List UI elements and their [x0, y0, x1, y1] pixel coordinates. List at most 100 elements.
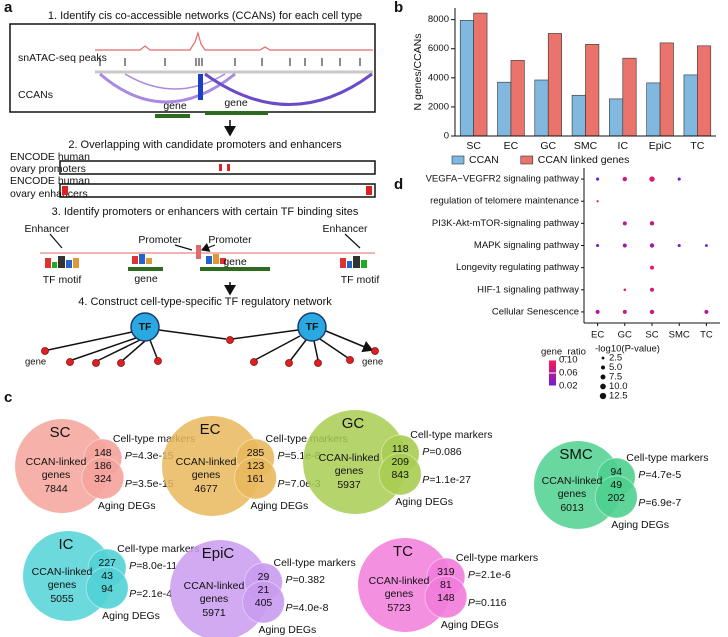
gene-label: gene — [224, 97, 248, 109]
gene-nodes — [41, 336, 379, 367]
size-label: 2.5 — [609, 353, 622, 364]
shared-count: 186 — [94, 460, 112, 472]
p-prefix: P= — [278, 450, 291, 462]
venn-title: EC — [200, 421, 221, 438]
venn-title: EpiC — [202, 545, 235, 562]
venn-title: SC — [50, 424, 71, 441]
track-label: ovary promoters — [10, 163, 86, 175]
size-key — [600, 365, 606, 370]
dot — [649, 243, 655, 248]
size-key — [601, 356, 605, 360]
shared-count: 123 — [247, 460, 265, 472]
dot — [622, 221, 627, 226]
gene-node — [92, 359, 100, 367]
markers-count: 118 — [392, 443, 409, 455]
size-label: 5.0 — [609, 362, 622, 373]
promoter-marker — [198, 74, 203, 100]
promoter-mark — [227, 164, 230, 171]
dot — [704, 244, 708, 247]
gene-node — [154, 357, 162, 365]
venn-total: 5937 — [337, 479, 361, 491]
tf-node — [130, 312, 160, 342]
gene-node — [226, 336, 234, 344]
size-key — [600, 374, 606, 380]
row-label: HIF-1 signaling pathway — [477, 284, 579, 295]
gene-node — [41, 347, 49, 355]
markers-label: Cell-type markers — [626, 452, 708, 464]
size-key — [599, 392, 607, 400]
degs-circle — [242, 580, 285, 624]
logo-letter — [52, 262, 57, 268]
dot — [649, 221, 655, 226]
logo-letter — [45, 258, 51, 268]
x-tick-label: IC — [618, 140, 629, 152]
logo-letter — [132, 256, 138, 264]
p-value: P=0.086 — [422, 446, 462, 458]
dot — [595, 309, 600, 314]
p-number: 0.086 — [435, 446, 461, 458]
legend-swatch — [451, 155, 465, 165]
p-value: P=4.7e-5 — [638, 469, 681, 481]
element-label: Enhancer — [323, 223, 368, 235]
degs-count: 161 — [247, 473, 265, 485]
venn-label: CCAN-linked — [32, 566, 93, 578]
bar — [547, 33, 562, 137]
p-value: P=8.0e-11 — [129, 560, 177, 572]
gene-label: gene — [134, 273, 158, 285]
y-tick-label: 4000 — [428, 72, 449, 83]
shared-count: 21 — [258, 584, 270, 596]
p-value: P=0.116 — [468, 597, 507, 609]
x-tick-label: GC — [618, 330, 632, 341]
row-label: MAPK signaling pathway — [474, 240, 579, 251]
dot — [704, 309, 709, 314]
p-value: P=2.1e-6 — [468, 569, 511, 581]
degs-label: Aging DEGs — [395, 496, 453, 508]
panel-letter: b — [394, 0, 403, 16]
bar — [683, 74, 698, 137]
degs-circle — [424, 575, 468, 619]
dot — [596, 243, 600, 248]
x-tick-label: SMC — [669, 330, 690, 341]
motif-label: TF motif — [341, 274, 380, 286]
p-value: P=4.0e-8 — [286, 602, 329, 614]
size-label: 7.5 — [609, 372, 622, 383]
gene-node — [66, 358, 74, 366]
degs-circle — [378, 452, 422, 496]
gene-label: gene — [163, 100, 187, 112]
panel-letter: a — [4, 0, 13, 16]
markers-count: 319 — [437, 566, 455, 578]
panel-letter: c — [4, 389, 12, 406]
x-tick-label: SC — [645, 330, 658, 341]
row-label: regulation of telomere maintenance — [430, 196, 579, 207]
x-tick-label: TC — [700, 330, 713, 341]
track-box — [59, 183, 376, 198]
logo-letter — [73, 258, 79, 268]
bar — [497, 81, 512, 137]
shared-count: 81 — [440, 579, 452, 591]
x-tick-label: EpiC — [649, 140, 672, 152]
degs-label: Aging DEGs — [611, 519, 669, 531]
logo-letter — [58, 256, 65, 268]
step-title: 1. Identify cis co-accessible networks (… — [48, 10, 362, 22]
gene-node — [314, 359, 322, 367]
degs-count: 202 — [608, 492, 626, 504]
p-prefix: P= — [422, 446, 435, 458]
row-label: Longevity regulating pathway — [456, 262, 579, 273]
peak-track — [95, 30, 373, 51]
bar — [646, 82, 661, 137]
degs-label: Aging DEGs — [98, 500, 156, 512]
p-prefix: P= — [129, 560, 142, 572]
markers-count: 227 — [98, 557, 116, 569]
logo-letter — [213, 254, 219, 264]
venn-total: 7844 — [44, 483, 68, 495]
y-tick-label: 0 — [444, 131, 449, 142]
dot — [596, 200, 599, 203]
markers-label: Cell-type markers — [456, 552, 538, 564]
venn-title: GC — [342, 415, 365, 432]
p-number: 0.116 — [481, 597, 507, 609]
gene-bar — [155, 114, 190, 118]
shared-count: 43 — [101, 570, 113, 582]
y-axis-label: N genes/CCANs — [412, 33, 424, 110]
p-prefix: P= — [125, 450, 138, 462]
p-prefix: P= — [468, 597, 481, 609]
